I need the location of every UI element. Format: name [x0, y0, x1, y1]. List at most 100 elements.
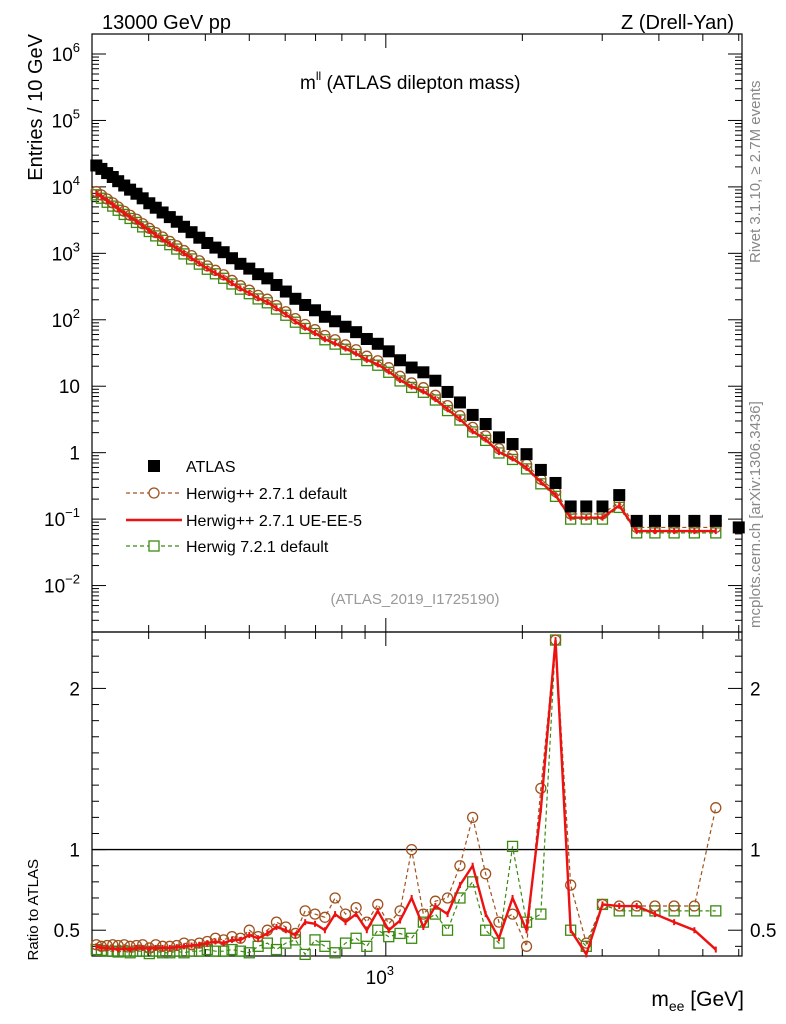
y-tick-label-exp: 6 [73, 40, 80, 55]
ratio-point [479, 924, 492, 936]
ratio-point [580, 937, 592, 949]
y-tick-label-base: 10 [52, 178, 73, 199]
x-tick-label-base: 10 [366, 968, 387, 989]
data-point [339, 320, 352, 333]
data-point [299, 298, 312, 311]
y-tick-label-base: 10 [44, 510, 65, 531]
plot-title: mll (ATLAS dilepton mass) [300, 69, 520, 94]
data-point [709, 514, 722, 527]
ratio-point [329, 892, 341, 904]
data-point [329, 315, 342, 328]
x-axis-label-main: m [651, 988, 669, 1011]
ratio-y-tick-label: 1 [69, 841, 80, 862]
ratio-point [226, 943, 238, 956]
ratio-frame [91, 631, 743, 957]
data-point [318, 310, 331, 323]
ratio-point [710, 905, 722, 917]
ratio-point [319, 940, 331, 952]
rivet-version: Rivet 3.1.10, ≥ 2.7M events [747, 81, 764, 264]
data-point [383, 366, 395, 378]
data-point [429, 394, 442, 406]
data-point [261, 272, 274, 285]
data-point [441, 385, 454, 398]
data-point [280, 309, 292, 321]
y-tick-label-exp: 2 [73, 306, 80, 321]
legend-item-herwig-7-2-1-default: Herwig 7.2.1 default [126, 539, 329, 556]
y-tick-label-exp: 5 [73, 106, 80, 121]
mcplots-reference: mcplots.cern.ch [arXiv:1306.3436] [747, 401, 764, 628]
data-point [371, 337, 384, 350]
series-atlas [90, 159, 745, 534]
ratio-point [299, 948, 311, 961]
data-point [668, 514, 681, 527]
ratio-point [90, 939, 102, 951]
y-tick-label: 104 [52, 173, 80, 199]
ratio-point [339, 908, 352, 920]
ratio-y-tick-label-right: 1 [750, 841, 761, 862]
y-tick-label-base: 10 [59, 377, 80, 398]
legend-item-herwig-2-7-1-default: Herwig++ 2.7.1 default [126, 486, 348, 503]
ratio-point [372, 924, 384, 936]
data-point [668, 527, 680, 539]
legend-marker [148, 460, 160, 472]
beam-label: 13000 GeV pp [102, 12, 231, 34]
data-point [492, 431, 505, 444]
data-point [405, 361, 418, 374]
y-tick-label: 106 [52, 40, 80, 66]
x-axis-label-sub: ee [669, 998, 685, 1014]
ratio-point [270, 943, 283, 956]
data-point [520, 448, 533, 461]
ratio-point [688, 900, 701, 912]
analysis-id: (ATLAS_2019_I1725190) [330, 591, 499, 608]
y-tick-label-base: 10 [52, 111, 73, 132]
data-point [564, 500, 577, 513]
ratio-point [405, 932, 418, 944]
y-tick-label-base: 10 [52, 311, 73, 332]
y-tick-label: 105 [52, 106, 80, 132]
ratio-y-tick-label: 2 [69, 679, 80, 700]
ratio-point [649, 900, 661, 912]
data-point [688, 527, 701, 539]
data-point [549, 490, 562, 503]
ratio-point [710, 802, 722, 814]
data-point [218, 272, 230, 284]
data-point [252, 268, 265, 281]
data-point [382, 345, 395, 358]
data-point [453, 396, 466, 409]
ratio-point [535, 782, 547, 795]
data-point [350, 326, 363, 339]
data-point [565, 513, 577, 525]
data-point [372, 359, 384, 371]
ratio-point [209, 945, 222, 957]
ratio-point [520, 940, 533, 952]
series-line [95, 191, 716, 529]
ratio-point [361, 940, 373, 952]
data-point [360, 332, 373, 345]
ratio-point [535, 908, 547, 920]
ratio-point [668, 900, 680, 912]
ratio-point [218, 945, 230, 957]
data-point [394, 354, 407, 367]
data-point [732, 521, 745, 534]
x-tick-label-exp: 3 [387, 963, 394, 978]
data-point [549, 476, 562, 489]
ratio-y-axis-label: Ratio to ATLAS [25, 859, 42, 960]
data-point [124, 212, 136, 225]
ratio-point [466, 811, 479, 824]
legend: ATLAS Herwig++ 2.7.1 default Herwig++ 2.7.… [126, 459, 362, 556]
ratio-point [299, 905, 311, 917]
data-point [534, 463, 547, 476]
ratio-point [156, 940, 169, 952]
data-point [112, 204, 124, 216]
ratio-point [565, 879, 577, 891]
data-point [441, 404, 454, 417]
data-point [429, 374, 442, 387]
data-point [710, 527, 722, 539]
y-tick-label: 10 [59, 377, 80, 398]
data-point [252, 293, 264, 305]
data-point [506, 438, 519, 451]
y-tick-label-base: 10 [52, 244, 73, 265]
ratio-point [309, 908, 321, 920]
